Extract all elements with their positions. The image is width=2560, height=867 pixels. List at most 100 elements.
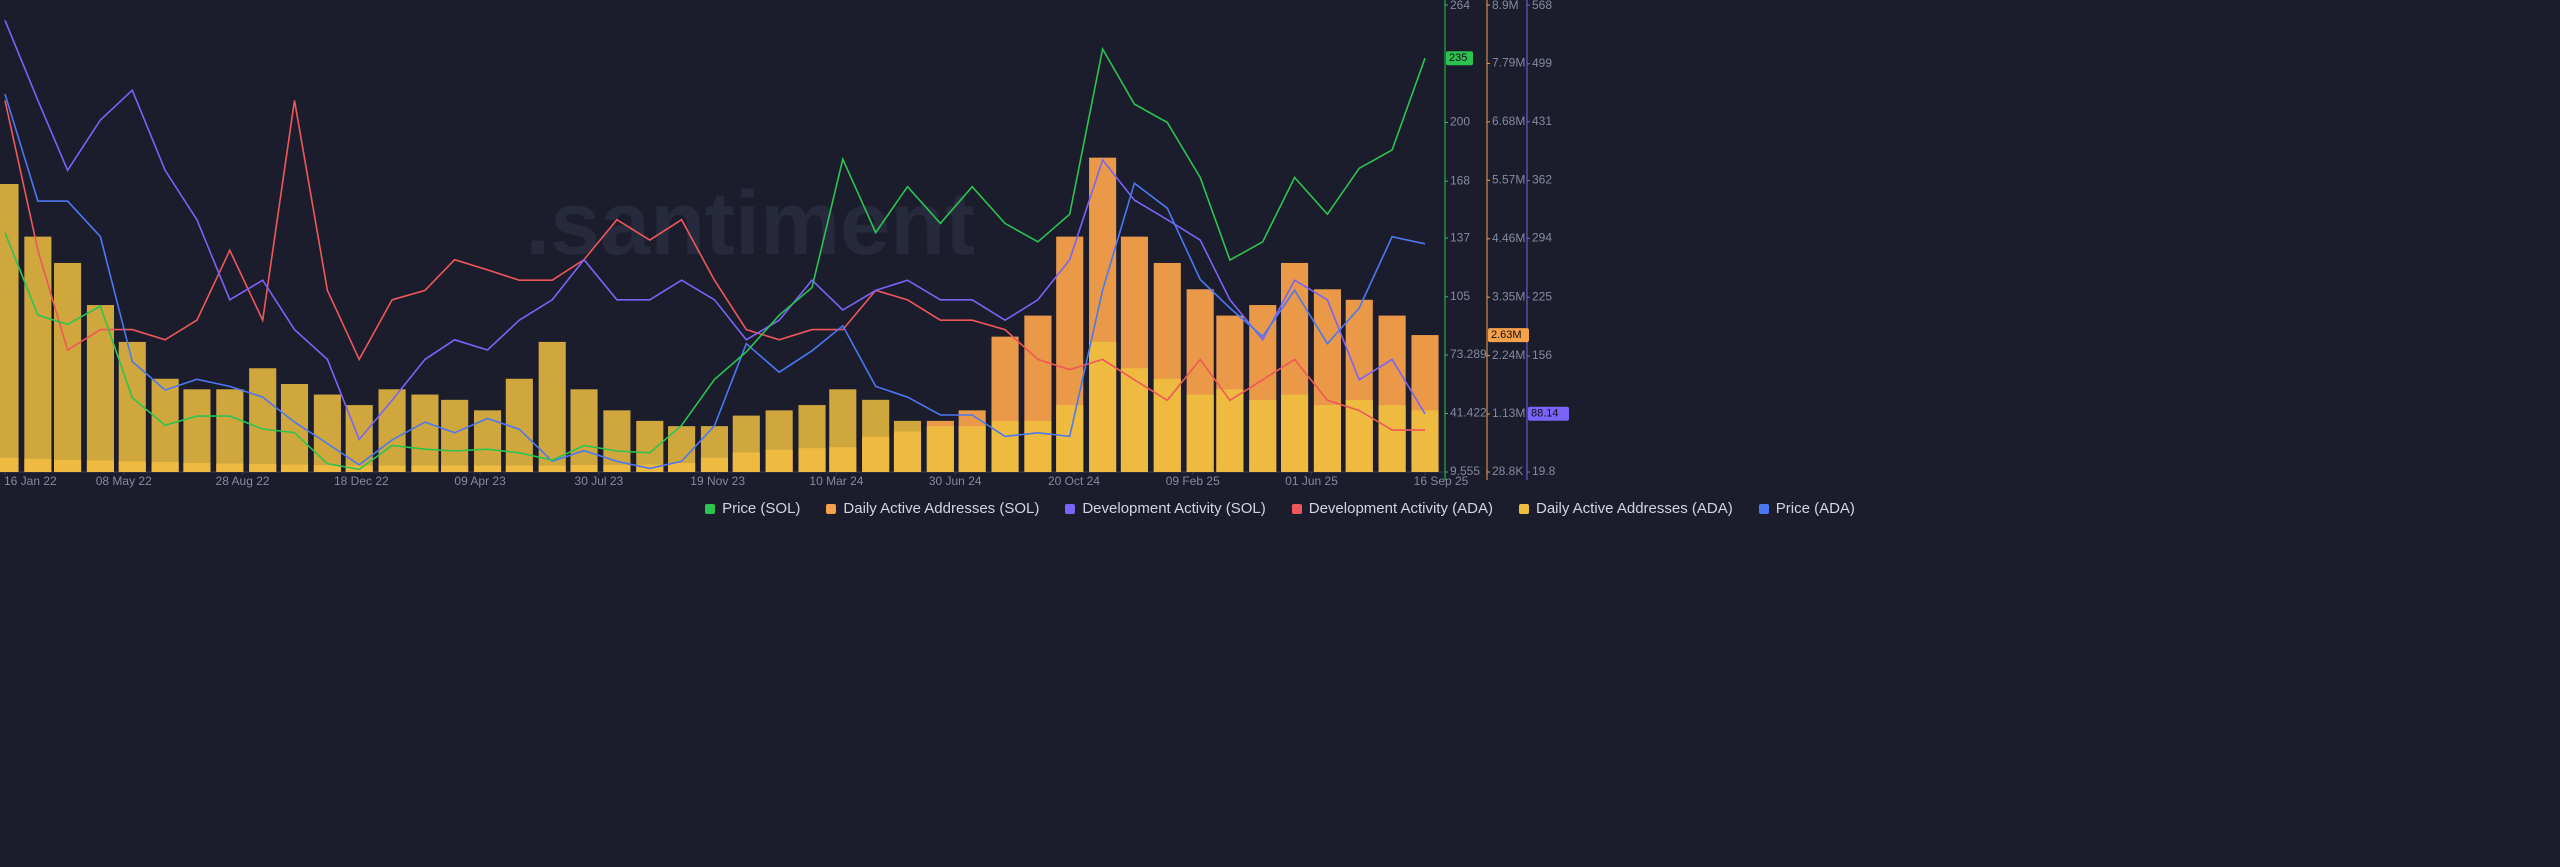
legend-item[interactable]: Development Activity (SOL) xyxy=(1065,500,1266,517)
x-tick-label: 28 Aug 22 xyxy=(216,474,270,488)
x-tick-label: 19 Nov 23 xyxy=(690,474,745,488)
bar xyxy=(636,420,664,472)
legend-item[interactable]: Price (ADA) xyxy=(1758,500,1855,517)
legend-swatch xyxy=(705,503,716,514)
y-tick-label: 264 xyxy=(1450,0,1470,12)
y-tick-label: 225 xyxy=(1532,289,1552,303)
y-tick-label: 4.46M xyxy=(1492,231,1525,245)
y-tick-label: 499 xyxy=(1532,56,1552,70)
value-badge xyxy=(1528,406,1569,421)
y-tick-label: 28.8K xyxy=(1492,464,1523,478)
bar xyxy=(1281,394,1309,472)
x-tick-label: 16 Sep 25 xyxy=(1414,474,1469,488)
y-tick-label: 19.8 xyxy=(1532,464,1556,478)
y-tick-label: 168 xyxy=(1450,173,1470,187)
x-tick-label: 18 Dec 22 xyxy=(334,474,389,488)
y-tick-label: 362 xyxy=(1532,173,1552,187)
bar xyxy=(473,410,502,472)
legend-swatch xyxy=(826,503,837,514)
bar xyxy=(183,389,211,472)
value-badge-label: 88.14 xyxy=(1531,408,1559,420)
x-tick-label: 30 Jul 23 xyxy=(575,474,624,488)
bar xyxy=(1153,378,1181,472)
y-tick-label: 294 xyxy=(1532,231,1552,245)
bar xyxy=(378,389,406,472)
series-line xyxy=(4,19,1426,442)
bar xyxy=(0,183,19,472)
bar xyxy=(1024,420,1052,472)
series-line xyxy=(4,100,1425,431)
bar xyxy=(1120,368,1148,472)
bar xyxy=(118,341,146,472)
legend-label: Price (ADA) xyxy=(1775,500,1855,517)
bar xyxy=(570,389,598,472)
y-tick-label: 5.57M xyxy=(1492,172,1525,186)
watermark: .santiment xyxy=(525,174,975,274)
bar xyxy=(765,410,793,472)
bar xyxy=(216,389,244,472)
y-tick-label: 156 xyxy=(1532,348,1552,362)
bar xyxy=(798,405,826,472)
y-tick-label: 431 xyxy=(1532,114,1552,128)
bar xyxy=(54,262,82,472)
y-tick-label: 3.35M xyxy=(1492,289,1525,303)
bar xyxy=(829,389,857,472)
y-tick-label: 7.79M xyxy=(1492,56,1525,70)
legend-label: Development Activity (ADA) xyxy=(1308,500,1493,517)
y-tick-label: 8.9M xyxy=(1492,0,1519,12)
bar xyxy=(411,394,439,472)
y-tick-label: 6.68M xyxy=(1492,114,1525,128)
bar xyxy=(893,420,922,472)
legend-label: Daily Active Addresses (ADA) xyxy=(1535,500,1733,517)
x-tick-label: 16 Jan 22 xyxy=(4,474,57,488)
legend-swatch xyxy=(1065,503,1076,514)
value-badge xyxy=(1488,328,1529,343)
bar xyxy=(1345,399,1373,472)
value-badge-label: 2.63M xyxy=(1491,329,1522,341)
bar xyxy=(1089,341,1117,472)
x-tick-label: 20 Oct 24 xyxy=(1048,474,1100,488)
y-tick-label: 1.13M xyxy=(1492,406,1525,420)
series-line xyxy=(4,93,1426,470)
x-tick-label: 09 Feb 25 xyxy=(1166,474,1220,488)
legend-label: Price (SOL) xyxy=(722,500,801,517)
legend-swatch xyxy=(1518,503,1529,514)
bar xyxy=(313,394,341,472)
bar xyxy=(732,415,760,472)
legend-swatch xyxy=(1291,503,1302,514)
legend-label: Development Activity (SOL) xyxy=(1082,500,1266,517)
bar xyxy=(958,426,986,472)
x-tick-label: 01 Jun 25 xyxy=(1285,474,1338,488)
bar xyxy=(862,399,890,472)
legend-item[interactable]: Price (SOL) xyxy=(705,500,800,517)
bar xyxy=(24,236,52,472)
x-tick-label: 10 Mar 24 xyxy=(809,474,863,488)
series-line xyxy=(4,46,1426,471)
bar xyxy=(1186,394,1214,472)
bar xyxy=(991,420,1019,472)
x-tick-label: 09 Apr 23 xyxy=(454,474,506,488)
bar xyxy=(926,426,954,472)
bar xyxy=(538,341,566,472)
value-badge xyxy=(1446,51,1473,66)
bar xyxy=(1249,399,1277,472)
bar xyxy=(1411,410,1439,472)
bar xyxy=(249,368,277,472)
y-tick-label: 137 xyxy=(1450,230,1470,244)
x-tick-label: 08 May 22 xyxy=(96,474,152,488)
legend-item[interactable]: Development Activity (ADA) xyxy=(1291,500,1493,517)
y-tick-label: 73.289 xyxy=(1450,347,1487,361)
y-tick-label: 200 xyxy=(1450,115,1470,129)
y-tick-label: 9.555 xyxy=(1450,464,1480,478)
x-tick-label: 30 Jun 24 xyxy=(929,474,982,488)
y-tick-label: 105 xyxy=(1450,289,1470,303)
legend-item[interactable]: Daily Active Addresses (SOL) xyxy=(826,500,1039,517)
legend-label: Daily Active Addresses (SOL) xyxy=(843,500,1040,517)
chart: .santiment 9.555 41.422 73.289 105 137 168 200… xyxy=(0,0,1569,488)
bar xyxy=(1216,389,1244,472)
legend-swatch xyxy=(1758,503,1769,514)
y-tick-label: 2.24M xyxy=(1492,348,1525,362)
y-tick-label: 41.422 xyxy=(1450,406,1487,420)
legend-item[interactable]: Daily Active Addresses (ADA) xyxy=(1518,500,1733,517)
